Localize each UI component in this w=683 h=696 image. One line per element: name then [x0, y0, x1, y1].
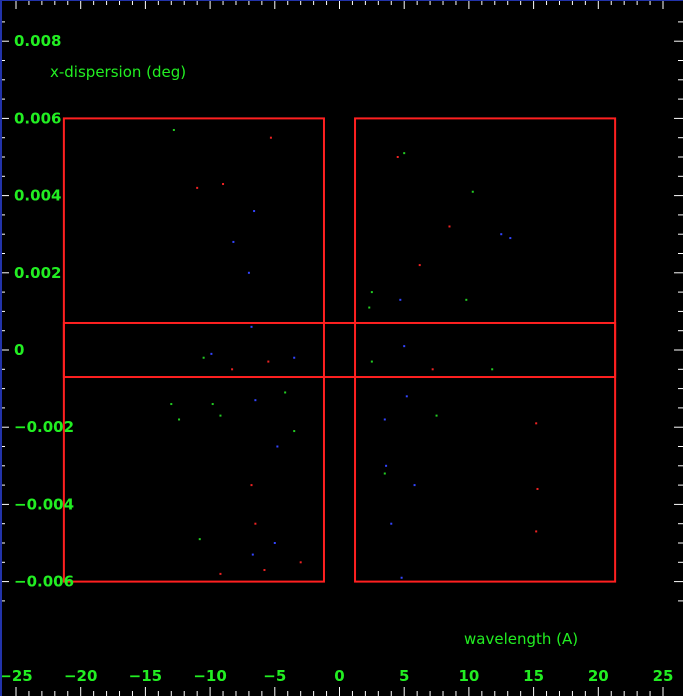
data-point	[250, 325, 253, 328]
y-tick-label: −0.002	[14, 418, 74, 436]
selection-region	[62, 321, 617, 379]
data-point	[196, 186, 199, 189]
data-point	[385, 464, 388, 467]
data-point	[509, 237, 512, 240]
data-points	[170, 128, 539, 579]
data-point	[471, 190, 474, 193]
y-tick-label: 0.008	[14, 32, 61, 50]
data-point	[383, 472, 386, 475]
data-point	[399, 298, 402, 301]
data-point	[400, 576, 403, 579]
data-point	[403, 152, 406, 155]
data-point	[231, 368, 234, 371]
data-point	[254, 522, 257, 525]
data-point	[405, 395, 408, 398]
data-point	[418, 264, 421, 267]
data-point	[368, 306, 371, 309]
data-point	[251, 553, 254, 556]
data-point	[284, 391, 287, 394]
y-tick-label: 0.004	[14, 187, 61, 205]
data-point	[276, 445, 279, 448]
x-axis-title: wavelength (A)	[464, 630, 578, 648]
y-tick-label: 0.006	[14, 109, 61, 127]
data-point	[535, 530, 538, 533]
data-point	[210, 352, 213, 355]
x-tick-label: 15	[523, 667, 544, 685]
data-point	[263, 569, 266, 572]
data-point	[219, 414, 222, 417]
data-point	[202, 356, 205, 359]
data-point	[170, 403, 173, 406]
data-point	[198, 538, 201, 541]
data-point	[465, 298, 468, 301]
data-point	[232, 240, 235, 243]
data-point	[222, 183, 225, 186]
selection-regions	[62, 117, 617, 583]
y-tick-label: −0.006	[14, 573, 74, 591]
data-point	[219, 572, 222, 575]
data-point	[370, 291, 373, 294]
x-tick-label: −25	[0, 667, 33, 685]
x-tick-label: 20	[588, 667, 609, 685]
data-point	[491, 368, 494, 371]
data-point	[435, 414, 438, 417]
data-point	[267, 360, 270, 363]
data-point	[253, 210, 256, 213]
y-tick-label: 0	[14, 341, 24, 359]
data-point	[250, 484, 253, 487]
data-point	[299, 561, 302, 564]
data-point	[448, 225, 451, 228]
data-point	[247, 271, 250, 274]
tick-labels: −25 −20 −15 −10 −5 0 5 10 15 20 25 0.008 0.006 0.004 0…	[0, 32, 673, 685]
x-tick-label: 0	[334, 667, 344, 685]
x-tick-label: 25	[653, 667, 674, 685]
x-tick-label: 5	[399, 667, 409, 685]
data-point	[413, 484, 416, 487]
y-axis-title: x-dispersion (deg)	[50, 63, 186, 81]
data-point	[293, 356, 296, 359]
x-tick-label: −10	[193, 667, 226, 685]
data-point	[254, 399, 257, 402]
x-tick-label: −15	[129, 667, 162, 685]
x-tick-label: −5	[263, 667, 286, 685]
data-point	[396, 156, 399, 158]
y-tick-label: −0.004	[14, 495, 74, 513]
data-point	[390, 522, 393, 525]
data-point	[178, 418, 181, 421]
data-point	[500, 233, 503, 236]
data-point	[431, 368, 434, 371]
data-point	[535, 422, 538, 425]
data-point	[383, 418, 386, 421]
data-point	[403, 345, 406, 348]
data-point	[211, 403, 214, 406]
x-tick-label: −20	[64, 667, 97, 685]
y-tick-label: 0.002	[14, 264, 61, 282]
data-point	[269, 136, 272, 139]
data-point	[370, 360, 373, 363]
x-tick-label: 10	[458, 667, 479, 685]
data-point	[293, 430, 296, 433]
data-point	[536, 487, 539, 490]
data-point	[172, 128, 175, 131]
data-point	[273, 542, 276, 544]
